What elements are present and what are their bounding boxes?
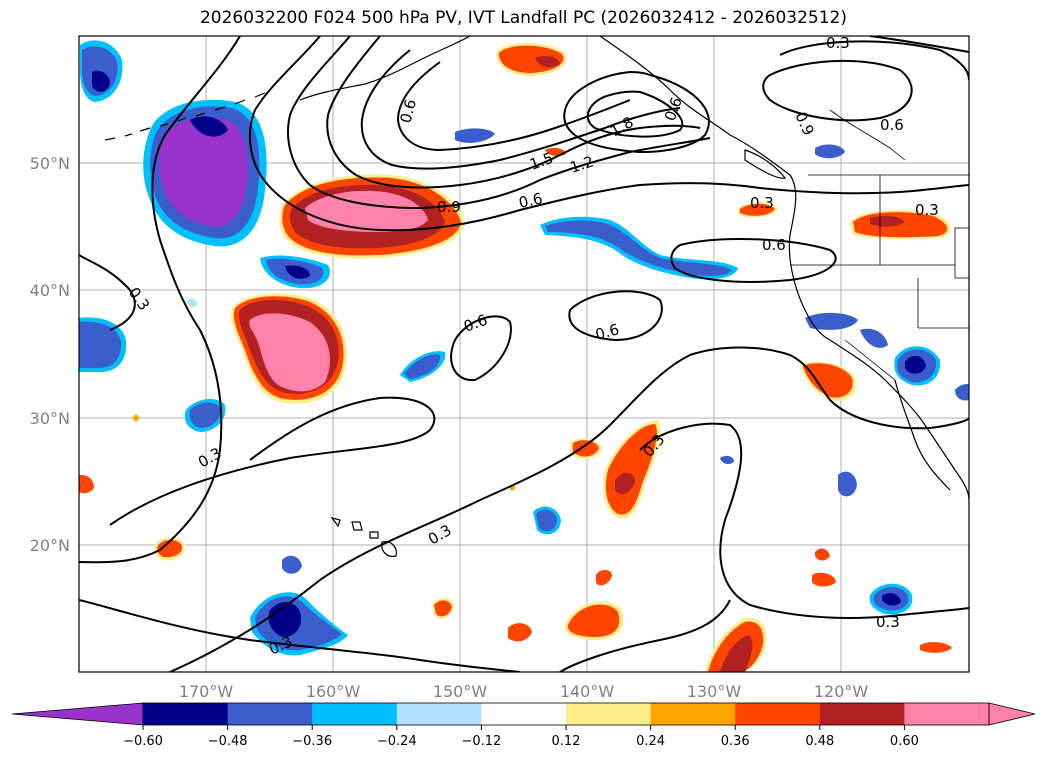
colorbar-tick-label: 0.48 (805, 734, 834, 749)
lon-label: 150°W (433, 682, 488, 701)
gridlines (79, 36, 969, 672)
colorbar-tick-label: −0.36 (292, 734, 332, 749)
lon-label: 120°W (814, 682, 869, 701)
map-area: 0.3 0.6 0.6 1.8 1.5 1.2 0.9 0.6 0.9 0.6 … (79, 34, 969, 672)
colorbar-tick-label: 0.36 (721, 734, 750, 749)
colorbar-tick-label: 0.60 (890, 734, 919, 749)
colorbar-swatch (735, 703, 821, 725)
colorbar-swatch (650, 703, 736, 725)
colorbar-tick-label: 0.24 (636, 734, 665, 749)
contour-label: 0.6 (396, 97, 420, 125)
colorbar-swatch (819, 703, 905, 725)
negative-anomaly-fields (79, 40, 969, 656)
colorbar-swatch (481, 703, 567, 725)
colorbar-tick-label: 0.12 (552, 734, 581, 749)
colorbar-swatch (396, 703, 482, 725)
longitude-labels: 170°W 160°W 150°W 140°W 130°W 120°W (179, 682, 869, 701)
colorbar-tick-label: −0.60 (123, 734, 163, 749)
colorbar-swatch (566, 703, 652, 725)
contour-label: 0.3 (750, 194, 774, 212)
colorbar-swatch (227, 703, 313, 725)
lat-label: 40°N (30, 281, 70, 300)
lat-label: 50°N (30, 154, 70, 173)
colorbar-tick-label: −0.48 (208, 734, 248, 749)
colorbar-tick-label: −0.24 (377, 734, 417, 749)
colorbar-tick-label: −0.12 (461, 734, 501, 749)
contour-label: 0.9 (437, 198, 461, 216)
contour-label: 0.6 (593, 320, 621, 344)
lon-label: 170°W (179, 682, 234, 701)
contour-label: 0.3 (915, 201, 939, 219)
contour-label: 0.6 (517, 189, 544, 212)
colorbar-swatch (312, 703, 398, 725)
colorbar-extend-high (988, 702, 1036, 726)
map-frame (78, 35, 970, 673)
lat-label: 20°N (30, 536, 70, 555)
lon-label: 140°W (560, 682, 615, 701)
figure-title: 2026032200 F024 500 hPa PV, IVT Landfall… (199, 8, 847, 28)
lat-label: 30°N (30, 409, 70, 428)
pv-contours (79, 36, 969, 672)
colorbar: −0.60 −0.48 −0.36 −0.24 −0.12 0.12 0.24 0.36 0.4… (11, 702, 1036, 749)
colorbar-extend-low (11, 702, 144, 726)
contour-label: 0.3 (876, 613, 900, 631)
lon-label: 160°W (306, 682, 361, 701)
lon-label: 130°W (687, 682, 742, 701)
contour-label: 0.3 (826, 34, 850, 52)
colorbar-swatch (904, 703, 990, 725)
contour-label: 0.6 (880, 116, 904, 134)
latitude-labels: 50°N 40°N 30°N 20°N (30, 154, 70, 555)
contour-label: 0.6 (762, 236, 786, 254)
borders (790, 109, 969, 381)
colorbar-swatch (143, 703, 229, 725)
